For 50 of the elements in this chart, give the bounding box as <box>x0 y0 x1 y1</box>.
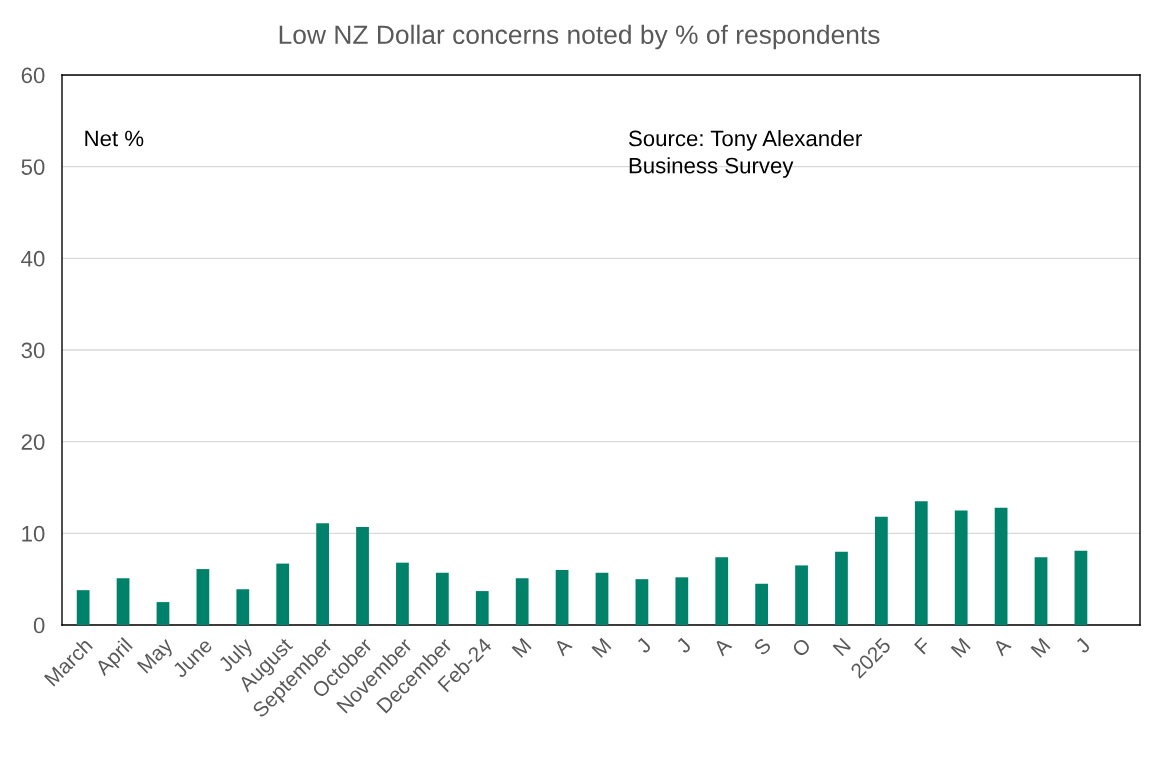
y-tick-label: 30 <box>21 342 45 359</box>
x-tick-label: M <box>950 637 971 658</box>
bar <box>555 570 569 625</box>
x-tick-label: J <box>635 637 652 655</box>
bar <box>795 565 808 625</box>
y-tick-label: 50 <box>21 159 45 175</box>
bar <box>755 583 769 625</box>
bar <box>994 507 1008 625</box>
bar <box>1074 550 1088 625</box>
bar <box>954 510 968 625</box>
x-tick-label: A <box>552 636 573 657</box>
y-tick-label: 20 <box>21 434 45 450</box>
x-tick-label: O <box>791 637 812 658</box>
x-tick-label: M <box>591 637 612 658</box>
bar <box>635 579 649 625</box>
bar <box>715 557 729 625</box>
chart-title: Low NZ Dollar concerns noted by % of respondents <box>279 24 880 50</box>
bar <box>316 523 330 625</box>
bar <box>675 577 689 625</box>
x-tick-label: F <box>914 637 932 655</box>
bar <box>76 590 90 625</box>
bar <box>435 572 449 625</box>
bar <box>475 591 489 625</box>
bar <box>515 578 529 625</box>
x-tick-label: J <box>675 637 692 655</box>
bar <box>1034 557 1048 625</box>
x-tick-label: S <box>752 637 772 657</box>
x-tick-label: A <box>991 636 1012 657</box>
x-tick-label: N <box>832 637 851 657</box>
bar <box>835 551 848 625</box>
y-tick-label: 10 <box>22 525 45 542</box>
bar <box>595 572 609 625</box>
x-tick-label: J <box>1074 637 1091 655</box>
bar <box>874 516 888 625</box>
bar <box>116 578 130 625</box>
bar <box>276 563 290 625</box>
bar <box>914 501 928 625</box>
annotation: Source: Tony Alexander Business Survey <box>628 130 862 178</box>
bar <box>156 602 170 625</box>
y-tick-label: 40 <box>21 250 45 267</box>
bar <box>396 562 409 625</box>
y-tick-label: 0 <box>33 617 45 634</box>
bar <box>196 569 210 625</box>
annotation: Net % <box>85 130 144 147</box>
x-tick-label: M <box>1030 637 1051 658</box>
x-tick-label: A <box>712 636 733 657</box>
x-tick-label: M <box>511 637 532 658</box>
bar <box>356 526 369 625</box>
bar <box>236 589 250 625</box>
y-tick-label: 60 <box>21 67 45 84</box>
